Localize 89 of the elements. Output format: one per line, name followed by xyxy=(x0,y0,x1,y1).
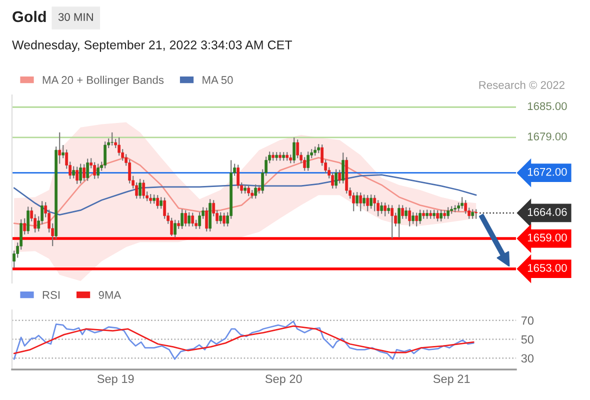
candlestick xyxy=(160,196,163,210)
candlestick xyxy=(334,168,338,190)
candlestick xyxy=(387,204,390,214)
candlestick xyxy=(380,202,384,214)
candlestick xyxy=(390,204,394,240)
y-tick-label: 70 xyxy=(521,316,534,325)
candlestick xyxy=(93,162,96,180)
candlestick xyxy=(191,212,194,227)
candlestick xyxy=(142,179,146,200)
chart-subtitle: Wednesday, September 21, 2022 3:34:03 AM CET xyxy=(12,40,292,52)
candlestick xyxy=(26,206,30,235)
legend-label: RSI xyxy=(42,291,60,299)
candlestick xyxy=(415,212,418,227)
candlestick xyxy=(338,169,342,184)
candlestick xyxy=(219,212,222,224)
candlestick xyxy=(352,192,356,212)
legend-label: 9MA xyxy=(98,291,122,299)
candlestick xyxy=(412,212,415,224)
candlestick xyxy=(205,207,208,232)
x-tick-label: Sep 20 xyxy=(265,374,302,386)
candlestick xyxy=(426,209,429,220)
candlestick xyxy=(58,132,62,164)
candlestick xyxy=(440,209,443,222)
ref-line-label: 1664.06 xyxy=(528,208,567,216)
candlestick xyxy=(359,192,362,212)
candlestick xyxy=(110,132,114,146)
candlestick xyxy=(356,191,359,207)
candlestick xyxy=(62,144,65,159)
text: 30 MIN xyxy=(58,13,93,21)
y-tick-label: 30 xyxy=(521,354,534,363)
candlestick xyxy=(370,194,373,210)
candlestick xyxy=(366,194,370,212)
chart-title: Gold xyxy=(12,10,46,22)
legend-label: MA 20 + Bollinger Bands xyxy=(42,76,164,86)
candlestick xyxy=(460,196,464,210)
candlestick xyxy=(254,184,258,200)
ref-line-label: 1672.00 xyxy=(528,168,567,176)
line-series xyxy=(13,320,474,360)
candlestick xyxy=(184,210,188,227)
candlestick xyxy=(138,178,142,200)
candlestick xyxy=(156,194,160,210)
candlestick xyxy=(72,166,76,179)
x-tick-label: Sep 19 xyxy=(97,374,134,386)
y-tick-label: 50 xyxy=(521,335,534,344)
ref-line-label: 1685.00 xyxy=(528,102,567,110)
candlestick xyxy=(170,217,174,237)
candlestick xyxy=(174,219,177,238)
candlestick xyxy=(222,212,226,227)
candlestick xyxy=(180,208,184,230)
candlestick xyxy=(436,210,440,222)
legend-label: MA 50 xyxy=(202,76,233,84)
candlestick xyxy=(306,151,310,172)
candlestick xyxy=(296,138,300,159)
candlestick xyxy=(292,136,296,164)
candlestick xyxy=(188,212,191,227)
candlestick xyxy=(362,194,366,207)
candlestick xyxy=(432,209,436,220)
candlestick xyxy=(247,184,250,197)
candlestick xyxy=(149,194,152,204)
candlestick xyxy=(104,140,107,169)
candlestick xyxy=(404,206,408,220)
ref-line-label: 1653.00 xyxy=(528,264,567,272)
candlestick xyxy=(244,184,247,194)
candlestick xyxy=(314,146,317,156)
candlestick xyxy=(331,172,334,190)
line-series xyxy=(13,325,474,354)
candlestick xyxy=(96,163,100,179)
candlestick xyxy=(474,208,478,220)
candlestick xyxy=(408,207,412,227)
candlestick xyxy=(118,136,121,156)
x-tick-label: Sep 21 xyxy=(433,374,470,386)
candlestick xyxy=(317,143,320,154)
candlestick xyxy=(471,208,474,220)
candlestick xyxy=(76,166,79,184)
candlestick xyxy=(418,209,422,224)
candlestick xyxy=(401,204,404,220)
ref-line-label: 1679.00 xyxy=(528,132,567,140)
candlestick xyxy=(23,218,26,236)
candlestick xyxy=(384,202,387,217)
candlestick xyxy=(398,204,401,238)
candlestick xyxy=(82,164,86,182)
candlestick xyxy=(236,164,240,190)
candlestick xyxy=(86,158,90,182)
candlestick xyxy=(446,206,450,220)
text: Research © 2022 xyxy=(479,80,564,89)
candlestick xyxy=(342,152,345,184)
candlestick xyxy=(79,163,82,184)
ref-line-label: 1659.00 xyxy=(528,234,567,242)
candlestick xyxy=(152,194,156,204)
